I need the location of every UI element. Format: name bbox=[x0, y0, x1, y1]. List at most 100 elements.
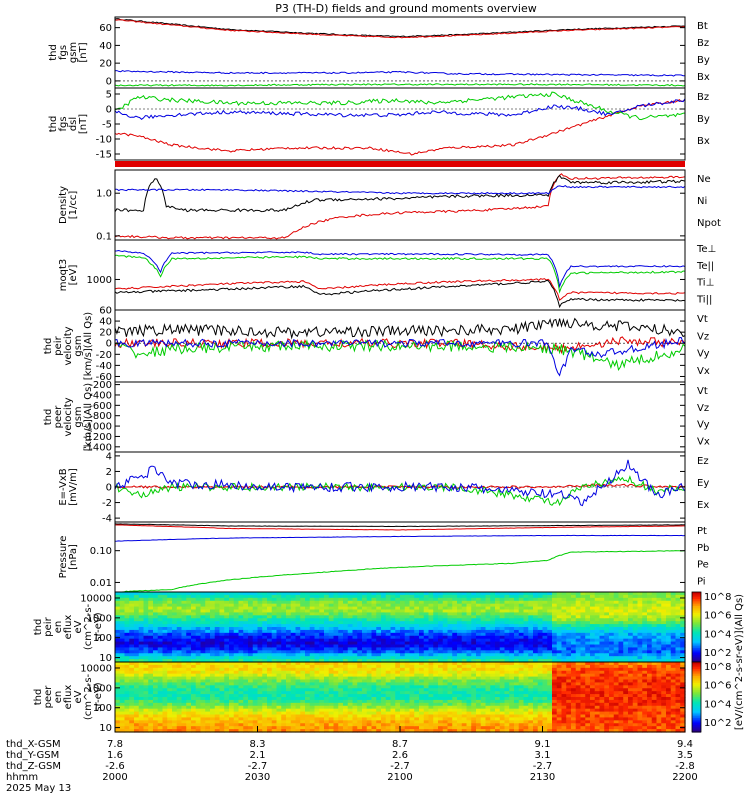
heatmap-cell bbox=[409, 603, 415, 608]
heatmap-cell bbox=[376, 726, 382, 730]
heatmap-cell bbox=[219, 723, 225, 727]
heatmap-cell bbox=[153, 592, 159, 596]
heatmap-cell bbox=[509, 597, 515, 602]
heatmap-cell bbox=[134, 659, 140, 663]
heatmap-cell bbox=[523, 603, 529, 608]
heatmap-cell bbox=[134, 714, 140, 719]
heatmap-cell bbox=[224, 632, 230, 637]
heatmap-cell bbox=[457, 726, 463, 730]
heatmap-cell bbox=[656, 606, 662, 611]
heatmap-cell bbox=[195, 729, 202, 733]
heatmap-cell bbox=[362, 714, 368, 719]
heatmap-cell bbox=[115, 653, 121, 657]
heatmap-cell bbox=[319, 702, 325, 707]
heatmap-cell bbox=[442, 624, 449, 628]
heatmap-cell bbox=[675, 618, 681, 622]
heatmap-cell bbox=[248, 656, 254, 660]
heatmap-cell bbox=[428, 717, 434, 721]
heatmap-cell bbox=[271, 615, 278, 619]
heatmap-cell bbox=[400, 694, 406, 698]
heatmap-cell bbox=[599, 618, 605, 622]
heatmap-cell bbox=[153, 694, 159, 698]
heatmap-cell bbox=[613, 627, 620, 631]
heatmap-cell bbox=[428, 702, 434, 707]
heatmap-cell bbox=[153, 711, 159, 716]
heatmap-cell bbox=[632, 632, 639, 637]
heatmap-cell bbox=[295, 688, 301, 692]
heatmap-cell bbox=[590, 632, 596, 637]
heatmap-cell bbox=[647, 659, 653, 663]
heatmap-cell bbox=[385, 638, 392, 643]
heatmap-cell bbox=[153, 685, 159, 689]
heatmap-cell bbox=[495, 618, 501, 622]
heatmap-cell bbox=[423, 688, 430, 692]
heatmap-cell bbox=[115, 670, 121, 675]
heatmap-cell bbox=[461, 647, 468, 651]
heatmap-cell bbox=[347, 606, 354, 611]
heatmap-cell bbox=[357, 627, 363, 631]
heatmap-cell bbox=[400, 600, 406, 605]
heatmap-cell bbox=[423, 629, 430, 634]
heatmap-cell bbox=[476, 647, 482, 651]
heatmap-cell bbox=[381, 624, 387, 628]
heatmap-cell bbox=[362, 702, 368, 707]
heatmap-cell bbox=[138, 691, 145, 695]
heatmap-cell bbox=[357, 664, 363, 669]
heatmap-cell bbox=[632, 629, 639, 634]
heatmap-cell bbox=[556, 592, 563, 596]
heatmap-cell bbox=[637, 638, 643, 643]
heatmap-cell bbox=[229, 717, 235, 721]
heatmap-cell bbox=[423, 662, 430, 666]
heatmap-cell bbox=[556, 644, 563, 649]
heatmap-cell bbox=[295, 647, 301, 651]
heatmap-cell bbox=[556, 621, 563, 625]
heatmap-cell bbox=[471, 632, 477, 637]
heatmap-cell bbox=[238, 600, 244, 605]
heatmap-cell bbox=[153, 673, 159, 678]
heatmap-cell bbox=[328, 670, 335, 675]
heatmap-cell bbox=[447, 664, 453, 669]
heatmap-cell bbox=[390, 667, 396, 672]
heatmap-cell bbox=[286, 662, 292, 666]
heatmap-cell bbox=[628, 627, 634, 631]
heatmap-cell bbox=[281, 615, 287, 619]
heatmap-cell bbox=[376, 659, 382, 663]
heatmap-cell bbox=[129, 592, 135, 596]
heatmap-cell bbox=[476, 600, 482, 605]
heatmap-cell bbox=[556, 641, 563, 646]
heatmap-cell bbox=[186, 653, 192, 657]
heatmap-cell bbox=[257, 702, 263, 707]
heatmap-cell bbox=[305, 618, 311, 622]
heatmap-cell bbox=[243, 723, 249, 727]
heatmap-cell bbox=[324, 705, 330, 710]
heatmap-cell bbox=[623, 621, 629, 625]
heatmap-cell bbox=[461, 603, 468, 608]
heatmap-cell bbox=[248, 621, 254, 625]
heatmap-cell bbox=[143, 676, 149, 681]
heatmap-cell bbox=[656, 612, 662, 616]
heatmap-cell bbox=[400, 627, 406, 631]
heatmap-cell bbox=[504, 597, 510, 602]
heatmap-cell bbox=[466, 624, 472, 628]
heatmap-cell bbox=[257, 618, 263, 622]
heatmap-cell bbox=[281, 656, 287, 660]
heatmap-cell bbox=[395, 699, 401, 704]
heatmap-cell bbox=[314, 705, 320, 710]
heatmap-cell bbox=[566, 612, 572, 616]
heatmap-cell bbox=[547, 621, 553, 625]
heatmap-cell bbox=[590, 656, 596, 660]
heatmap-cell bbox=[452, 659, 458, 663]
heatmap-cell bbox=[585, 644, 591, 649]
heatmap-cell bbox=[124, 609, 130, 614]
heatmap-cell bbox=[162, 720, 168, 724]
heatmap-cell bbox=[314, 679, 320, 684]
heatmap-cell bbox=[167, 656, 173, 660]
heatmap-cell bbox=[409, 618, 415, 622]
heatmap-cell bbox=[243, 629, 249, 634]
heatmap-cell bbox=[461, 644, 468, 649]
heatmap-cell bbox=[423, 647, 430, 651]
heatmap-cell bbox=[642, 638, 648, 643]
heatmap-cell bbox=[385, 597, 392, 602]
heatmap-cell bbox=[471, 627, 477, 631]
